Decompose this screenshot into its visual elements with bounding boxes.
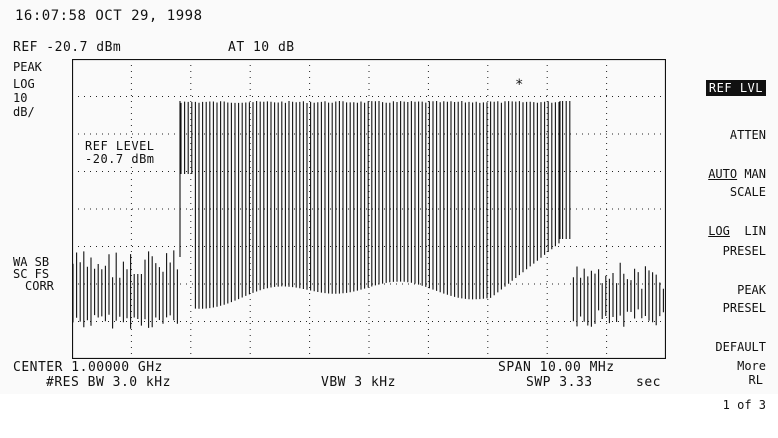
presel-default-line2: DEFAULT	[715, 340, 766, 354]
vbw-readout: VBW 3 kHz	[321, 375, 396, 390]
per-div-unit-label: dB/	[13, 105, 35, 119]
scale-title: SCALE	[729, 185, 766, 199]
marker-asterisk: *	[515, 77, 524, 93]
wa-sb-label: WA SB	[13, 255, 50, 269]
atten-auto-option: AUTO	[708, 167, 738, 181]
sc-fs-label: SC FS	[13, 267, 50, 281]
more-line1: More	[737, 359, 766, 373]
presel-peak-softkey[interactable]: PRESEL PEAK	[723, 219, 766, 323]
graticule	[72, 59, 666, 359]
datetime: 16:07:58 OCT 29, 1998	[15, 8, 203, 24]
detector-mode-label: PEAK	[13, 60, 42, 74]
sweep-time-unit: sec	[636, 375, 661, 390]
atten-man-option: MAN	[737, 167, 766, 181]
spectrum-trace	[72, 101, 664, 329]
ref-lvl-softkey[interactable]: REF LVL	[677, 69, 766, 108]
presel-default-softkey[interactable]: PRESEL DEFAULT	[715, 276, 766, 380]
atten-title: ATTEN	[729, 128, 766, 142]
ref-readout: REF -20.7 dBm	[13, 40, 122, 55]
plot-border	[72, 59, 666, 359]
presel-peak-line1: PRESEL	[722, 244, 766, 258]
more-line2: 1 of 3	[722, 398, 766, 412]
analyzer-screen: 16:07:58 OCT 29, 1998 REF -20.7 dBm AT 1…	[13, 8, 766, 412]
per-div-label: 10	[13, 91, 28, 105]
presel-default-line1: PRESEL	[722, 301, 766, 315]
ref-level-value: -20.7 dBm	[85, 152, 155, 166]
span-readout: SPAN 10.00 MHz	[498, 360, 615, 375]
res-bw-readout: #RES BW 3.0 kHz	[46, 375, 171, 390]
presel-peak-line2: PEAK	[737, 283, 766, 297]
ref-lvl-label: REF LVL	[705, 80, 766, 96]
sweep-time-readout: SWP 3.33	[526, 375, 593, 390]
scale-softkey[interactable]: SCALE LOG LIN	[708, 160, 766, 264]
atten-readout: AT 10 dB	[228, 40, 295, 55]
atten-softkey[interactable]: ATTEN AUTO MAN	[708, 103, 766, 207]
scale-log-option: LOG	[708, 224, 730, 238]
ref-level-title: REF LEVEL	[85, 139, 155, 153]
spectrum-plot	[72, 59, 666, 359]
rl-label: RL	[748, 373, 763, 387]
corr-label: CORR	[25, 279, 54, 293]
center-freq: CENTER 1.00000 GHz	[13, 360, 163, 375]
scale-lin-option: LIN	[729, 224, 766, 238]
scale-type-label: LOG	[13, 77, 35, 91]
